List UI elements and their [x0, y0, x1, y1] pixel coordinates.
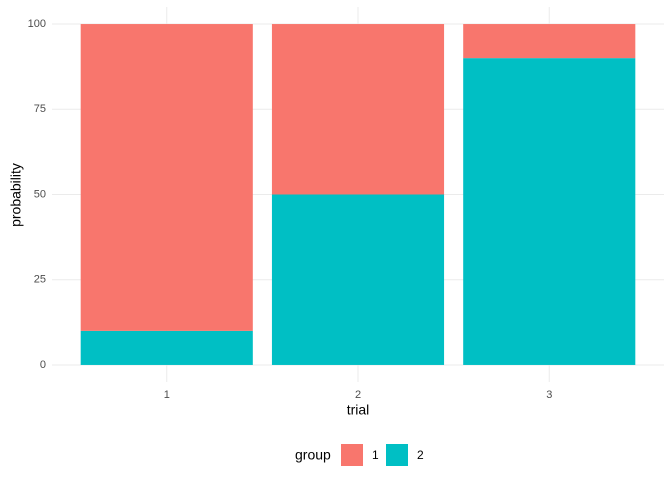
- bar-segment: [271, 24, 445, 195]
- y-axis-label: probability: [8, 163, 24, 227]
- bar-segment: [80, 24, 253, 331]
- x-axis-label: trial: [347, 402, 370, 418]
- legend-key: [341, 444, 363, 466]
- bar-segment: [463, 58, 636, 365]
- y-tick-label: 25: [34, 274, 46, 286]
- y-tick-label: 100: [28, 18, 46, 30]
- x-tick-label: 1: [164, 389, 170, 401]
- legend-label: 2: [417, 448, 424, 462]
- x-tick-label: 2: [355, 389, 361, 401]
- x-tick-label: 3: [546, 389, 552, 401]
- bar-segment: [463, 24, 636, 59]
- legend-title: group: [295, 447, 331, 463]
- y-tick-label: 75: [34, 103, 46, 115]
- legend-label: 1: [372, 448, 379, 462]
- y-tick-label: 50: [34, 188, 46, 200]
- y-tick-label: 0: [40, 359, 46, 371]
- legend-key: [386, 444, 408, 466]
- bar-segment: [271, 194, 445, 365]
- bar-segment: [80, 330, 253, 365]
